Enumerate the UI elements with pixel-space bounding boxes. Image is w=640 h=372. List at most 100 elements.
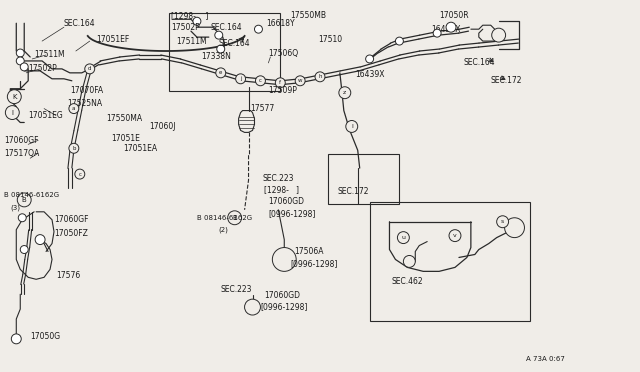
- Text: SEC.164: SEC.164: [211, 23, 243, 32]
- Text: 17051E: 17051E: [111, 134, 140, 143]
- Circle shape: [216, 68, 226, 78]
- Circle shape: [295, 76, 305, 86]
- Circle shape: [315, 72, 325, 82]
- Circle shape: [339, 87, 351, 99]
- Text: 17506Q: 17506Q: [268, 48, 298, 58]
- Circle shape: [12, 334, 21, 344]
- Text: u: u: [401, 235, 405, 240]
- Circle shape: [5, 106, 19, 119]
- Circle shape: [346, 121, 358, 132]
- Text: 17517QA: 17517QA: [4, 149, 40, 158]
- Circle shape: [255, 76, 266, 86]
- Text: K: K: [12, 94, 17, 100]
- Text: SEC.223: SEC.223: [221, 285, 252, 294]
- Text: 17502P: 17502P: [28, 64, 57, 73]
- Circle shape: [396, 37, 403, 45]
- Text: 17502P: 17502P: [171, 23, 200, 32]
- Text: 17051EF: 17051EF: [97, 35, 130, 44]
- Circle shape: [492, 28, 506, 42]
- Text: h: h: [318, 74, 322, 79]
- Circle shape: [193, 17, 201, 25]
- Text: SEC.164: SEC.164: [64, 19, 95, 28]
- Text: 17550MB: 17550MB: [290, 11, 326, 20]
- Circle shape: [255, 25, 262, 33]
- Text: l: l: [351, 124, 353, 129]
- Circle shape: [236, 74, 246, 84]
- Circle shape: [273, 247, 296, 271]
- Circle shape: [84, 64, 95, 74]
- Bar: [328, 154, 399, 204]
- Circle shape: [449, 230, 461, 241]
- Circle shape: [7, 90, 21, 104]
- Text: 16618Y: 16618Y: [266, 19, 295, 28]
- Text: c: c: [259, 78, 262, 83]
- Circle shape: [69, 104, 79, 113]
- Text: [0996-1298]: [0996-1298]: [268, 209, 316, 218]
- Text: (3): (3): [10, 205, 20, 211]
- Text: s: s: [501, 219, 504, 224]
- Circle shape: [16, 57, 24, 65]
- Text: [0996-1298]: [0996-1298]: [290, 259, 337, 268]
- Circle shape: [275, 78, 285, 88]
- Circle shape: [20, 63, 28, 71]
- Circle shape: [35, 235, 45, 244]
- Text: l: l: [12, 109, 13, 116]
- Text: f: f: [279, 80, 282, 85]
- Text: 17577: 17577: [250, 104, 275, 113]
- Text: 17338N: 17338N: [201, 52, 231, 61]
- Circle shape: [69, 143, 79, 153]
- Circle shape: [244, 299, 260, 315]
- Circle shape: [403, 256, 415, 267]
- Text: w: w: [298, 78, 302, 83]
- Text: SEC.223: SEC.223: [262, 174, 294, 183]
- Text: 17051EG: 17051EG: [28, 111, 63, 120]
- Text: v: v: [453, 233, 457, 238]
- Text: SEC.164: SEC.164: [219, 39, 250, 48]
- Text: 17060GF: 17060GF: [54, 215, 88, 224]
- Text: 16439X: 16439X: [431, 25, 461, 34]
- Text: 17050G: 17050G: [30, 332, 60, 341]
- Circle shape: [19, 214, 26, 222]
- Text: SEC.164: SEC.164: [464, 58, 495, 67]
- Text: B 08146-6162G: B 08146-6162G: [197, 215, 252, 221]
- Text: (2): (2): [219, 227, 228, 233]
- Circle shape: [228, 211, 241, 225]
- Text: 17506A: 17506A: [294, 247, 324, 256]
- Text: [1298-    ]: [1298- ]: [171, 11, 209, 20]
- Text: 17511M: 17511M: [34, 51, 65, 60]
- Text: 17576: 17576: [56, 271, 80, 280]
- Circle shape: [217, 45, 225, 53]
- Text: B 08146-6162G: B 08146-6162G: [4, 192, 60, 198]
- Text: e: e: [219, 70, 223, 76]
- Text: 17060GD: 17060GD: [264, 291, 300, 300]
- Text: a: a: [72, 106, 76, 111]
- Text: B: B: [22, 197, 27, 203]
- Text: b: b: [72, 146, 76, 151]
- Text: 17060J: 17060J: [149, 122, 176, 131]
- Text: 17051EA: 17051EA: [124, 144, 157, 153]
- Circle shape: [75, 169, 84, 179]
- Text: [0996-1298]: [0996-1298]: [260, 302, 308, 312]
- Circle shape: [16, 49, 24, 57]
- Text: d: d: [88, 66, 92, 71]
- Text: A 73A 0:67: A 73A 0:67: [527, 356, 565, 362]
- Text: 17060GF: 17060GF: [4, 136, 39, 145]
- Text: z: z: [343, 90, 346, 95]
- Text: 17060GD: 17060GD: [268, 198, 305, 206]
- Text: SEC.172: SEC.172: [338, 187, 369, 196]
- Circle shape: [433, 29, 441, 37]
- Circle shape: [215, 31, 223, 39]
- Circle shape: [497, 216, 509, 228]
- Bar: [370, 202, 531, 321]
- Text: c: c: [78, 171, 81, 177]
- Circle shape: [397, 232, 410, 244]
- Text: 17510: 17510: [318, 35, 342, 44]
- Circle shape: [504, 218, 524, 238]
- Circle shape: [446, 22, 456, 32]
- Text: 17050FZ: 17050FZ: [54, 229, 88, 238]
- Text: [1298-   ]: [1298- ]: [264, 186, 300, 195]
- Text: SEC.462: SEC.462: [392, 277, 423, 286]
- Text: 17511M: 17511M: [176, 36, 207, 46]
- Circle shape: [365, 55, 374, 63]
- Text: 17050R: 17050R: [439, 11, 468, 20]
